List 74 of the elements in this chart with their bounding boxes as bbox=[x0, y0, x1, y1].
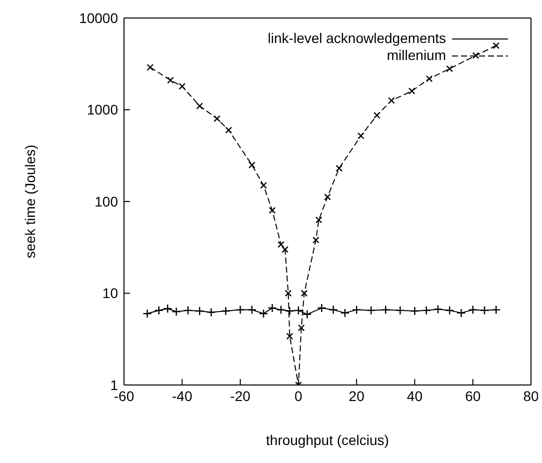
x-tick-label: -20 bbox=[230, 388, 251, 404]
point bbox=[154, 306, 164, 316]
x-tick-label: 40 bbox=[406, 388, 423, 404]
y-tick-label: 1 bbox=[110, 376, 118, 393]
point bbox=[178, 82, 186, 90]
point bbox=[282, 246, 288, 253]
point bbox=[247, 305, 257, 314]
point bbox=[433, 304, 443, 314]
point bbox=[163, 304, 172, 314]
point bbox=[328, 305, 338, 314]
point bbox=[183, 306, 193, 316]
point bbox=[324, 194, 331, 200]
point bbox=[366, 306, 376, 316]
point bbox=[286, 332, 294, 340]
point bbox=[302, 310, 312, 319]
point bbox=[172, 307, 181, 316]
point bbox=[340, 308, 350, 318]
point bbox=[300, 290, 308, 297]
point bbox=[472, 52, 480, 59]
point bbox=[248, 162, 256, 168]
y-tick-label: 100 bbox=[94, 193, 118, 210]
point bbox=[426, 75, 433, 82]
point bbox=[410, 306, 420, 316]
point bbox=[336, 164, 343, 172]
point bbox=[146, 64, 154, 71]
point bbox=[312, 236, 320, 244]
point bbox=[298, 324, 305, 332]
point bbox=[196, 102, 204, 110]
point bbox=[456, 308, 466, 318]
point bbox=[206, 308, 216, 317]
point bbox=[167, 76, 174, 84]
point bbox=[358, 132, 364, 140]
point bbox=[352, 305, 362, 314]
point bbox=[492, 42, 500, 50]
y-tick-label: 10 bbox=[102, 285, 118, 302]
y-axis-title: seek time (Joules) bbox=[22, 144, 38, 258]
point bbox=[294, 306, 304, 316]
point bbox=[373, 112, 380, 119]
x-axis-title: throughput (celcius) bbox=[266, 432, 389, 448]
point bbox=[408, 88, 416, 94]
point bbox=[285, 306, 294, 316]
point bbox=[221, 306, 230, 316]
x-tick-label: 60 bbox=[465, 388, 481, 404]
point bbox=[396, 306, 405, 316]
x-tick-label: 20 bbox=[348, 388, 365, 404]
point bbox=[214, 115, 220, 122]
point bbox=[278, 241, 284, 248]
legend-label: link-level acknowledgements bbox=[268, 30, 446, 47]
point bbox=[258, 309, 268, 318]
point bbox=[492, 305, 501, 314]
point bbox=[317, 303, 326, 313]
point bbox=[142, 309, 152, 318]
point bbox=[315, 216, 322, 224]
point bbox=[284, 290, 292, 297]
legend-label: millenium bbox=[386, 47, 446, 64]
x-tick-label: 0 bbox=[294, 388, 303, 404]
point bbox=[260, 182, 267, 189]
point bbox=[445, 306, 454, 316]
point bbox=[468, 305, 478, 314]
point bbox=[225, 126, 232, 134]
point bbox=[194, 306, 204, 316]
point bbox=[388, 97, 395, 104]
y-tick-label: 1000 bbox=[86, 102, 118, 118]
point bbox=[422, 306, 431, 316]
point bbox=[268, 206, 276, 214]
point bbox=[236, 305, 245, 314]
y-tick-label: 10000 bbox=[79, 10, 118, 26]
x-tick-label: -40 bbox=[172, 388, 192, 404]
point bbox=[480, 306, 490, 316]
point bbox=[276, 305, 286, 314]
x-tick-label: 80 bbox=[523, 388, 539, 404]
point bbox=[446, 65, 454, 72]
point bbox=[268, 303, 277, 313]
point bbox=[381, 305, 390, 314]
